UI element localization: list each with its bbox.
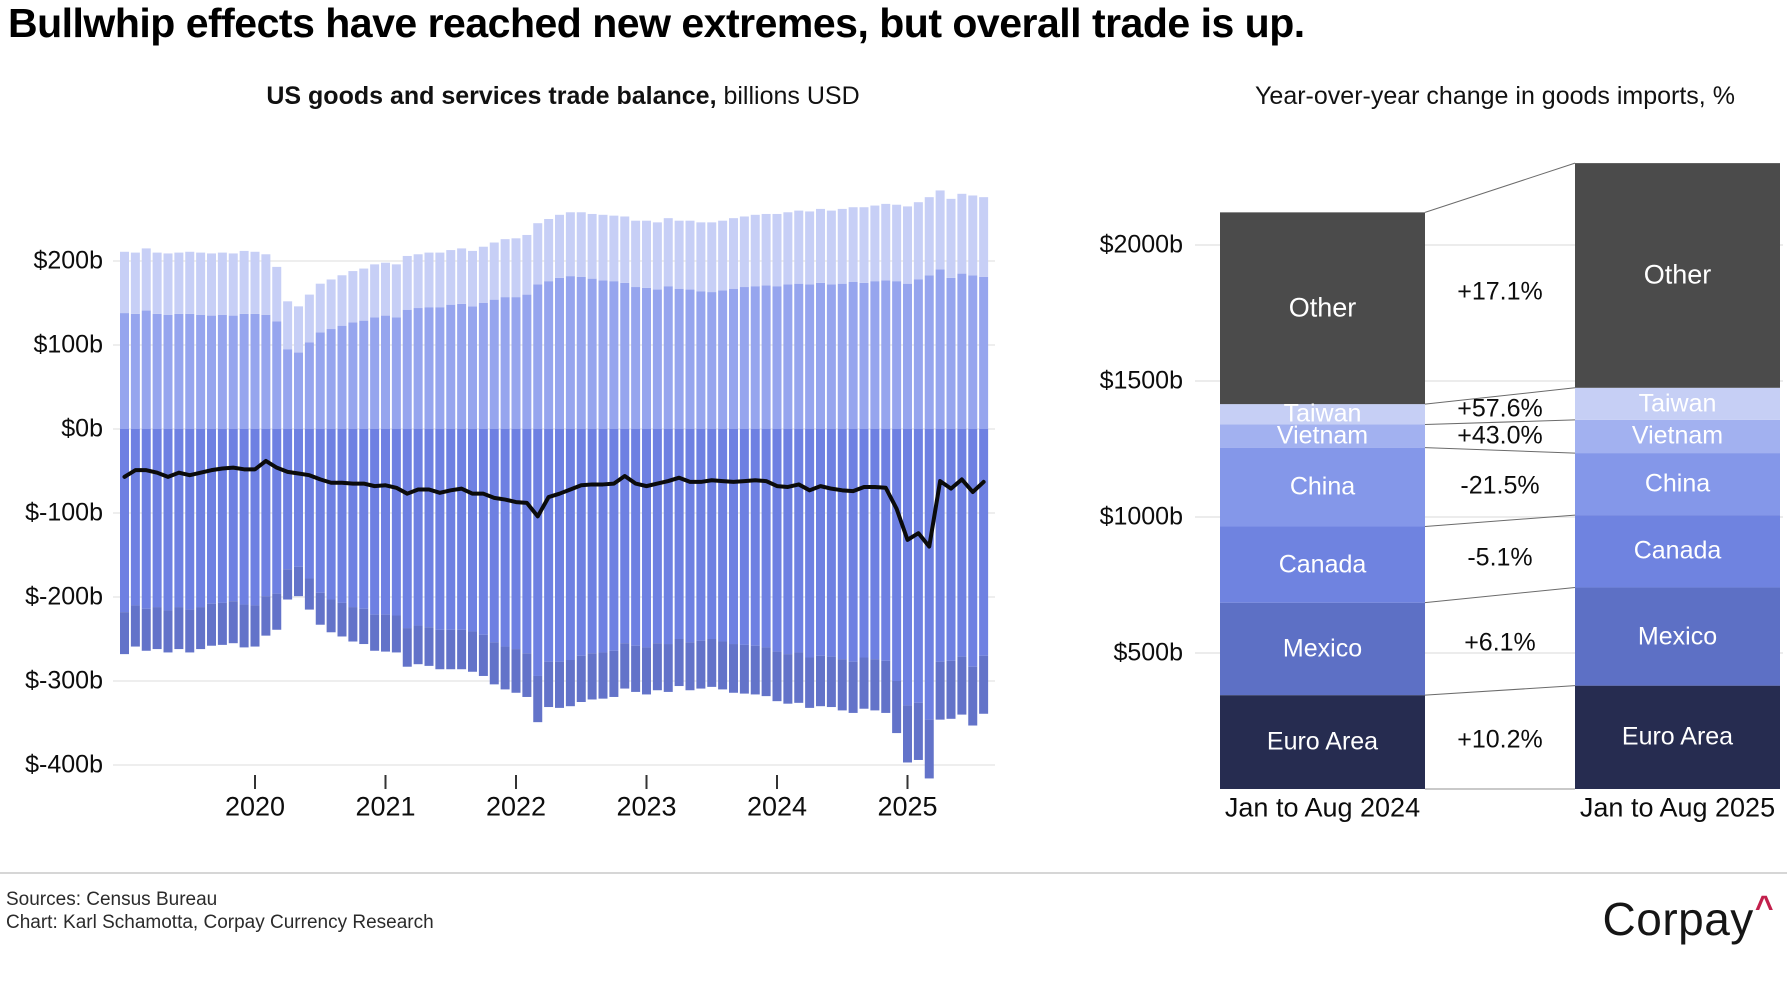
right-chart-category-label: Jan to Aug 2025: [1579, 792, 1776, 823]
segment-label-euro-area: Euro Area: [1266, 727, 1379, 756]
segment-label-euro-area: Euro Area: [1621, 722, 1734, 751]
left-chart-ytick-label: $200b: [33, 246, 103, 275]
change-label-china: -21.5%: [1460, 471, 1540, 500]
change-label-euro-area: +10.2%: [1457, 725, 1543, 754]
left-chart-ytick-label: $-200b: [25, 582, 103, 611]
change-label-mexico: +6.1%: [1464, 628, 1536, 657]
left-chart-xtick-label: 2025: [877, 791, 938, 822]
imports-chart-title: Year-over-year change in goods imports, …: [1255, 82, 1735, 110]
segment-label-canada: Canada: [1278, 550, 1367, 579]
left-chart-xtick-label: 2022: [485, 791, 547, 822]
page-title: Bullwhip effects have reached new extrem…: [8, 0, 1305, 46]
left-chart-ytick-label: $-100b: [25, 498, 103, 527]
right-chart-ytick-label: $1000b: [1099, 502, 1183, 531]
left-chart-xtick-label: 2021: [355, 791, 416, 822]
change-label-other: +17.1%: [1457, 277, 1543, 306]
right-chart-ytick-label: $1500b: [1099, 366, 1183, 395]
segment-label-mexico: Mexico: [1282, 634, 1363, 663]
left-chart-ytick-label: $-300b: [25, 666, 103, 695]
left-chart-ytick-label: $100b: [33, 330, 103, 359]
corpay-logo: Corpay^: [1602, 889, 1774, 946]
left-chart-ytick-label: $-400b: [25, 750, 103, 779]
corpay-caret-icon: ^: [1754, 889, 1774, 925]
change-label-taiwan: +57.6%: [1457, 394, 1543, 423]
segment-label-taiwan: Taiwan: [1638, 389, 1717, 418]
right-chart-ytick-label: $500b: [1113, 638, 1183, 667]
change-label-canada: -5.1%: [1467, 543, 1533, 572]
corpay-logo-text: Corpay: [1602, 893, 1754, 945]
segment-label-china: China: [1289, 472, 1356, 501]
trade-balance-chart-title-unit: billions USD: [716, 82, 860, 110]
segment-label-other: Other: [1643, 259, 1712, 290]
left-chart-xtick-label: 2023: [616, 791, 677, 822]
chart-credit-line: Chart: Karl Schamotta, Corpay Currency R…: [6, 912, 434, 933]
change-label-vietnam: +43.0%: [1457, 421, 1543, 450]
footer-divider: [0, 872, 1787, 874]
segment-label-canada: Canada: [1633, 536, 1722, 565]
source-credit: Sources: Census Bureau Chart: Karl Scham…: [6, 888, 434, 934]
trade-balance-chart-title-main: US goods and services trade balance,: [266, 82, 717, 110]
segment-label-taiwan: Taiwan: [1283, 399, 1362, 428]
segment-label-other: Other: [1288, 292, 1357, 323]
segment-label-china: China: [1644, 469, 1711, 498]
segment-label-mexico: Mexico: [1637, 622, 1718, 651]
segment-label-vietnam: Vietnam: [1631, 421, 1724, 450]
left-chart-ytick-label: $0b: [61, 414, 103, 443]
segment-label-vietnam: Vietnam: [1276, 421, 1369, 450]
sources-line: Sources: Census Bureau: [6, 889, 218, 910]
left-chart-xtick-label: 2024: [746, 791, 808, 822]
right-chart-ytick-label: $2000b: [1099, 230, 1183, 259]
trade-balance-chart-title: US goods and services trade balance, bil…: [163, 82, 963, 111]
left-chart-xtick-label: 2020: [224, 791, 286, 822]
right-chart-category-label: Jan to Aug 2024: [1224, 792, 1421, 823]
